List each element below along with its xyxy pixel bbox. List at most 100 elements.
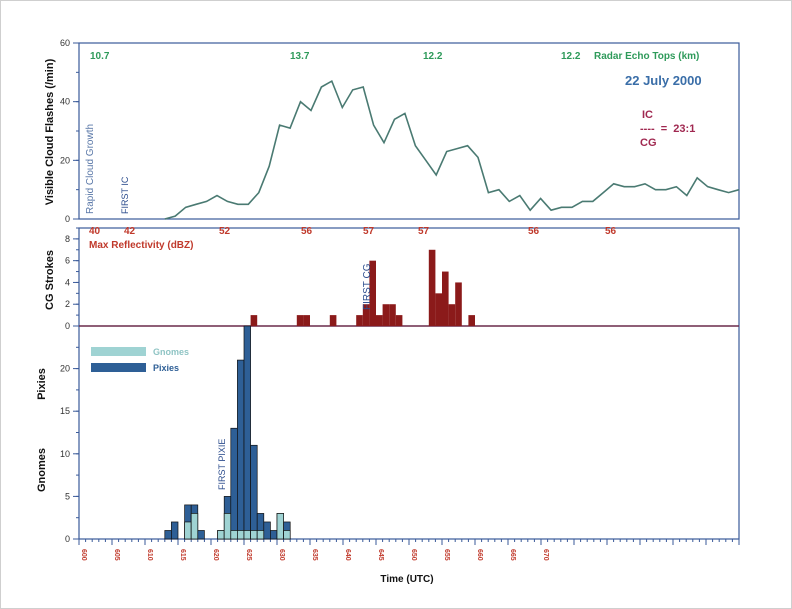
x-tick-label: 640: [344, 549, 351, 561]
ratio-bottom: CG: [640, 137, 657, 149]
cg-bar: [468, 315, 475, 326]
cg-bar: [395, 315, 403, 326]
gnome-bar: [256, 530, 265, 540]
pixie-bar: [270, 530, 278, 540]
gnome-bar: [250, 530, 258, 540]
cg-bar: [428, 249, 436, 326]
pixie-bar: [237, 359, 245, 540]
legend-gnomes-swatch: [91, 347, 146, 356]
gnome-bar: [223, 513, 232, 540]
pixie-bar: [171, 521, 179, 540]
gnome-bar: [243, 530, 251, 540]
top-label-4: 12.2: [561, 51, 581, 62]
panel1-ytick-label: 40: [60, 97, 70, 107]
gnome-bar: [184, 521, 192, 540]
panel2-ytick-label: 4: [65, 277, 70, 287]
reflectivity-label: Max Reflectivity (dBZ): [89, 240, 193, 251]
panel3-ylabel-gnomes: Gnomes: [36, 448, 48, 492]
top-label-3: 12.2: [423, 51, 443, 62]
reflectivity-3: 52: [219, 226, 231, 237]
first-ic-annotation: FIRST IC: [120, 176, 130, 214]
panel2-ytick-label: 2: [65, 299, 70, 309]
gnome-bar: [217, 530, 225, 540]
x-tick-label: 630: [278, 549, 285, 561]
cg-bar: [376, 315, 383, 326]
pixie-bar: [250, 444, 258, 540]
ratio-mid: ---- = 23:1: [640, 123, 695, 135]
reflectivity-4: 56: [301, 226, 313, 237]
panel1-ytick-label: 0: [65, 214, 70, 224]
gnome-bar: [237, 530, 245, 540]
axes: [73, 42, 740, 545]
x-axis-label: Time (UTC): [380, 574, 433, 585]
panel2-ylabel: CG Strokes: [44, 250, 56, 310]
gnome-bar: [283, 530, 291, 540]
pixie-bar: [263, 521, 271, 540]
cg-bar: [329, 315, 337, 326]
panel3-ytick-label: 0: [65, 534, 70, 544]
gnome-bar: [190, 513, 199, 540]
cg-bar: [435, 293, 442, 326]
top-label-1: 10.7: [90, 51, 110, 62]
cg-bar: [250, 315, 258, 326]
panel2-ytick-label: 0: [65, 321, 70, 331]
panel1-ytick-label: 60: [60, 38, 70, 48]
first-pixie-annotation: FIRST PIXIE: [217, 439, 227, 490]
panel3-ytick-label: 15: [60, 406, 70, 416]
reflectivity-2: 42: [124, 226, 136, 237]
cg-bar: [296, 315, 304, 326]
flash-series: [164, 79, 740, 220]
panel3-ytick-label: 5: [65, 491, 70, 501]
rapid-growth-annotation: Rapid Cloud Growth: [85, 124, 96, 214]
x-tick-label: 620: [212, 549, 219, 561]
panel2-ytick-label: 8: [65, 234, 70, 244]
panel3-ytick-label: 20: [60, 364, 70, 374]
cg-bar: [448, 304, 456, 326]
date-label: 22 July 2000: [625, 73, 702, 88]
cg-bar: [362, 304, 370, 326]
ratio-top: IC: [642, 109, 653, 121]
x-tick-label: 670: [542, 549, 549, 561]
x-tick-label: 665: [509, 549, 516, 561]
top-label-2: 13.7: [290, 51, 310, 62]
reflectivity-7: 56: [528, 226, 540, 237]
pixie-bar: [164, 530, 172, 540]
pixie-gnome-bars: [164, 325, 291, 540]
pixie-bar: [197, 530, 205, 540]
cg-bar: [455, 282, 462, 326]
cg-bar: [382, 304, 390, 326]
cg-bar: [369, 260, 376, 326]
cg-bar: [389, 304, 396, 326]
x-tick-label: 650: [410, 549, 417, 561]
panel3-ytick-label: 10: [60, 449, 70, 459]
top-label-title: Radar Echo Tops (km): [594, 51, 699, 62]
x-tick-label: 655: [443, 549, 450, 561]
panel2-ytick-label: 6: [65, 256, 70, 266]
cg-bar: [303, 315, 310, 326]
legend-pixies-swatch: [91, 363, 146, 372]
gnome-bar: [276, 513, 284, 540]
first-cg-annotation: FIRST CG: [362, 263, 373, 310]
panel3-ylabel-pixies: Pixies: [36, 368, 48, 400]
panel1-ytick-label: 20: [60, 155, 70, 165]
x-tick-label: 600: [80, 549, 87, 561]
x-tick-label: 635: [311, 549, 318, 561]
gnome-bar: [230, 530, 238, 540]
x-tick-label: 605: [113, 549, 120, 561]
pixie-bar: [243, 325, 251, 540]
legend-gnomes-label: Gnomes: [153, 347, 189, 357]
legend-pixies-label: Pixies: [153, 363, 179, 373]
flash-line: [164, 79, 740, 220]
reflectivity-5: 57: [363, 226, 375, 237]
reflectivity-1: 40: [89, 226, 101, 237]
x-tick-label: 610: [146, 549, 153, 561]
x-tick-label: 625: [245, 549, 252, 561]
pixie-bar: [230, 427, 238, 540]
reflectivity-6: 57: [418, 226, 430, 237]
reflectivity-8: 56: [605, 226, 617, 237]
cg-bar: [442, 271, 449, 326]
x-tick-label: 615: [179, 549, 186, 561]
